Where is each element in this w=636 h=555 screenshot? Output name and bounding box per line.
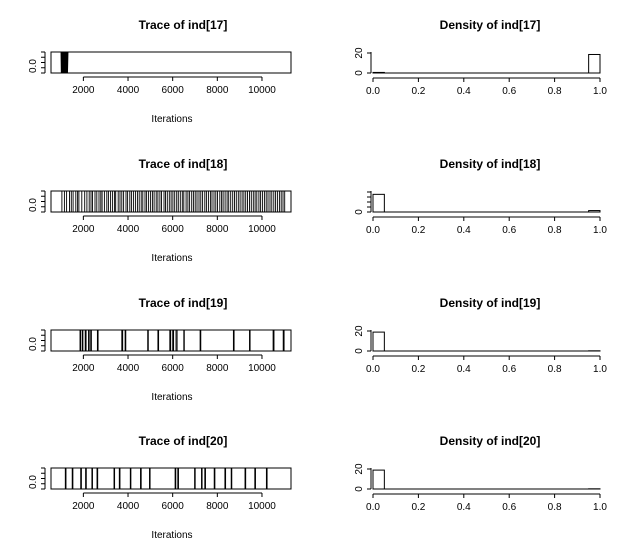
density-bar [372,193,385,213]
chart-title: Trace of ind[18] [139,157,228,171]
y-tick-label: 0.0 [28,198,39,212]
y-tick-label: 20 [354,325,365,337]
chart-title: Trace of ind[17] [139,18,228,32]
density-bar [588,53,601,74]
x-tick-label: 0.8 [548,502,562,513]
y-tick-label: 20 [354,463,365,475]
y-tick-label: 0.0 [28,59,39,73]
x-tick-label: 4000 [117,501,140,512]
x-tick-label: 2000 [72,363,95,374]
y-tick-label: 0 [354,209,365,215]
x-tick-label: 0.4 [457,86,471,97]
x-tick-label: 0.6 [502,86,516,97]
trace-line [61,190,291,213]
plot-frame [50,51,292,74]
trace-line [60,51,291,74]
x-tick-label: 0.6 [502,225,516,236]
x-tick-label: 0.8 [548,225,562,236]
x-tick-label: 2000 [72,501,95,512]
density-bar [588,210,601,213]
trace-panel-2: Trace of ind[19] 2000 4000 6000 8000 10000 Ite… [28,296,292,403]
x-tick-label: 0.8 [548,86,562,97]
x-tick-label: 6000 [162,85,185,96]
x-tick-label: 10000 [248,224,276,235]
y-tick-label: 0 [354,70,365,76]
x-tick-label: 10000 [248,501,276,512]
y-tick-label: 0 [354,348,365,354]
x-tick-label: 0.6 [502,502,516,513]
density-bar [372,331,385,352]
density-panel-1: Density of ind[18] 0.0 0.2 0.4 0.6 0.8 1.0 0 [354,157,607,236]
x-tick-label: 2000 [72,224,95,235]
density-bar [372,71,385,74]
y-tick-label: 0 [354,486,365,492]
y-tick-label: 0.0 [28,337,39,351]
x-tick-label: 6000 [162,224,185,235]
trace-panel-0: Trace of ind[17] 2000 4000 6000 8000 10000 Ite… [28,18,292,125]
x-tick-label: 0.2 [411,502,425,513]
x-tick-label: 0.2 [411,86,425,97]
trace-line [61,329,291,352]
x-tick-label: 0.0 [366,364,380,375]
x-tick-label: 10000 [248,363,276,374]
chart-title: Trace of ind[20] [139,434,228,448]
x-tick-label: 0.6 [502,364,516,375]
x-axis-label: Iterations [151,530,192,541]
x-tick-label: 0.4 [457,364,471,375]
x-axis-label: Iterations [151,392,192,403]
x-tick-label: 8000 [206,363,229,374]
x-tick-label: 0.0 [366,225,380,236]
x-tick-label: 4000 [117,85,140,96]
chart-title: Density of ind[20] [440,434,541,448]
trace-panel-1: Trace of ind[18] 2000 4000 6000 8000 10000 Ite… [28,157,292,264]
trace-panel-3: Trace of ind[20] 2000 4000 6000 8000 10000 Ite… [28,434,292,541]
x-tick-label: 6000 [162,501,185,512]
x-axis-label: Iterations [151,114,192,125]
trace-line [61,467,291,490]
x-tick-label: 8000 [206,501,229,512]
chart-title: Density of ind[17] [440,18,541,32]
x-tick-label: 0.0 [366,86,380,97]
density-panel-2: Density of ind[19] 0.0 0.2 0.4 0.6 0.8 1.0 0 20 [354,296,607,375]
chart-title: Density of ind[18] [440,157,541,171]
x-tick-label: 1.0 [593,364,607,375]
x-tick-label: 2000 [72,85,95,96]
x-tick-label: 1.0 [593,86,607,97]
density-panel-3: Density of ind[20] 0.0 0.2 0.4 0.6 0.8 1.0 0 20 [354,434,607,513]
x-tick-label: 0.2 [411,364,425,375]
density-panel-0: Density of ind[17] 0.0 0.2 0.4 0.6 0.8 1.0 0 20 [354,18,607,97]
y-tick-label: 0.0 [28,475,39,489]
x-tick-label: 6000 [162,363,185,374]
x-tick-label: 0.4 [457,225,471,236]
x-tick-label: 4000 [117,363,140,374]
x-tick-label: 0.2 [411,225,425,236]
density-bar [372,469,385,490]
x-tick-label: 0.0 [366,502,380,513]
x-axis-label: Iterations [151,253,192,264]
chart-title: Density of ind[19] [440,296,541,310]
x-tick-label: 0.8 [548,364,562,375]
chart-title: Trace of ind[19] [139,296,228,310]
x-tick-label: 8000 [206,224,229,235]
x-tick-label: 4000 [117,224,140,235]
x-tick-label: 8000 [206,85,229,96]
y-tick-label: 20 [354,47,365,59]
x-tick-label: 1.0 [593,502,607,513]
x-tick-label: 1.0 [593,225,607,236]
x-tick-label: 0.4 [457,502,471,513]
x-tick-label: 10000 [248,85,276,96]
